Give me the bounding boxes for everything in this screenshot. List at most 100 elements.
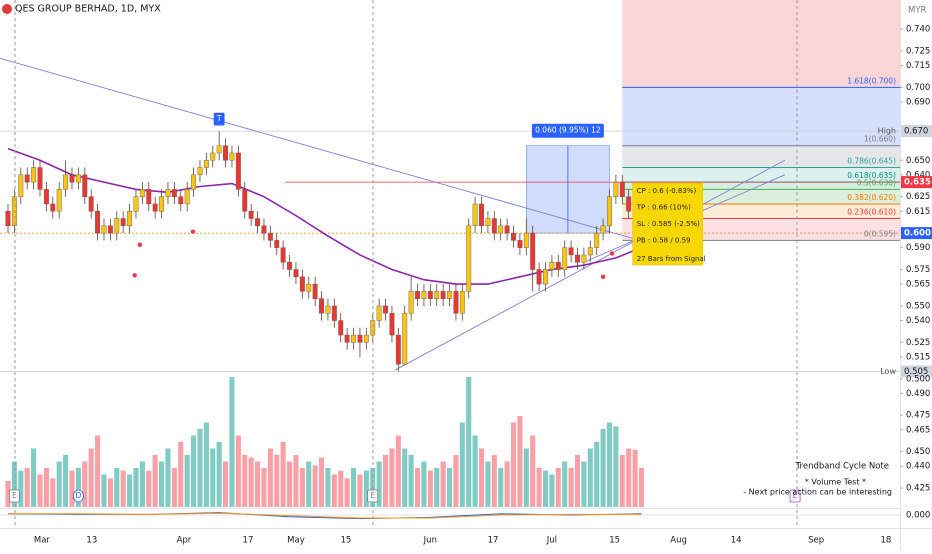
candle-body <box>440 291 446 299</box>
candle-body <box>95 211 101 234</box>
volume-bar <box>75 468 81 507</box>
info-line: 27 Bars from Signal <box>637 255 706 263</box>
volume-bar <box>63 455 69 507</box>
volume-bar <box>280 442 286 507</box>
volume-bar <box>434 468 440 507</box>
volume-bar <box>446 468 453 507</box>
candle-body <box>242 189 248 212</box>
candle-body <box>594 232 600 248</box>
volume-bar <box>184 455 190 507</box>
signal-dot <box>600 274 606 280</box>
volume-bar <box>43 468 49 507</box>
volume-bar <box>382 455 389 507</box>
volume-bar <box>389 448 395 507</box>
x-tick-label: May <box>287 536 305 546</box>
x-tick-label: 15 <box>340 536 351 546</box>
candle-body <box>165 189 171 197</box>
volume-bar <box>37 474 43 507</box>
chart-title[interactable]: QES GROUP BERHAD, 1D, MYX <box>15 4 161 15</box>
volume-bar <box>472 435 478 507</box>
candle-body <box>43 189 49 205</box>
fib-label: 1.618(0.700) <box>847 76 896 85</box>
volume-bar <box>402 448 408 507</box>
note-line: - Next price action can be interesting <box>743 488 892 497</box>
volume-bar <box>453 455 459 507</box>
y-tick-label: 0.625 <box>906 192 930 202</box>
candle-body <box>319 298 324 314</box>
candle-body <box>504 225 510 234</box>
fib-label: 0.786(0.645) <box>847 157 896 166</box>
y-tick-label: 0.650 <box>906 156 930 166</box>
volume-bar <box>555 468 561 507</box>
candle-body <box>210 152 216 161</box>
candle-body <box>447 291 452 299</box>
indicator-line <box>7 512 642 519</box>
y-tick-label: 0.725 <box>906 46 930 56</box>
volume-bar <box>95 435 101 507</box>
candle-body <box>299 276 305 292</box>
info-line: TP : 0.66 (10%) <box>636 204 691 212</box>
volume-bar <box>152 455 158 507</box>
candle-body <box>18 174 24 197</box>
volume-bar <box>306 461 312 507</box>
candle-body <box>325 305 331 314</box>
signal-dot <box>190 229 196 234</box>
candle-body <box>562 247 568 270</box>
marker-label: T <box>216 114 222 123</box>
candle-body <box>434 291 440 299</box>
volume-bar <box>120 470 126 507</box>
marker-label: E <box>793 491 798 500</box>
volume-bar <box>562 461 568 507</box>
y-tick-label: 0.425 <box>906 484 930 494</box>
candle-body <box>549 262 555 270</box>
volume-bar <box>594 442 600 507</box>
volume-bar <box>491 455 497 507</box>
symbol-logo[interactable] <box>2 4 12 14</box>
volume-bar <box>357 474 363 507</box>
candle-body <box>171 189 177 197</box>
volume-bar <box>235 435 241 507</box>
candle-body <box>133 196 139 212</box>
volume-bar <box>395 435 401 507</box>
volume-bar <box>267 448 273 507</box>
volume-bar <box>312 465 318 507</box>
candle-body <box>619 181 625 197</box>
y-tick-label: 0.525 <box>906 338 930 348</box>
currency[interactable]: MYR <box>908 6 927 16</box>
volume-bar <box>466 377 472 507</box>
volume-bar <box>530 435 536 507</box>
volume-bar <box>146 470 152 507</box>
volume-bar <box>274 455 280 507</box>
candle-body <box>517 240 523 248</box>
info-box <box>632 182 703 266</box>
volume-bar <box>5 481 11 507</box>
position-label-bg <box>531 123 604 138</box>
candle-body <box>82 174 88 197</box>
volume-bar <box>517 416 523 507</box>
candle-body <box>402 313 408 365</box>
candle-body <box>88 196 94 212</box>
candle-body <box>389 313 395 336</box>
candle-body <box>31 167 37 183</box>
x-tick-label: 17 <box>488 536 499 546</box>
volume-bar <box>421 461 427 507</box>
candle-body <box>395 334 401 365</box>
price-badge <box>901 227 932 240</box>
volume-bar <box>600 429 606 507</box>
volume-bar <box>261 468 267 507</box>
candle-body <box>575 254 580 263</box>
volume-bar <box>82 461 88 507</box>
y-tick-label: 0.515 <box>906 352 930 362</box>
y-tick-label: 0.565 <box>906 280 930 290</box>
candle-body <box>600 225 606 234</box>
fib-label: 0(0.595) <box>864 229 896 238</box>
volume-bar <box>408 455 414 507</box>
signal-dot <box>132 273 137 278</box>
volume-bar <box>331 474 337 507</box>
volume-bar <box>414 468 421 507</box>
y-tick-label: 0.500 <box>906 374 930 384</box>
volume-bar <box>69 470 75 507</box>
candle-body <box>408 291 414 314</box>
fib-label: 0.618(0.635) <box>847 171 896 180</box>
y-tick-label: 0.700 <box>906 83 930 93</box>
